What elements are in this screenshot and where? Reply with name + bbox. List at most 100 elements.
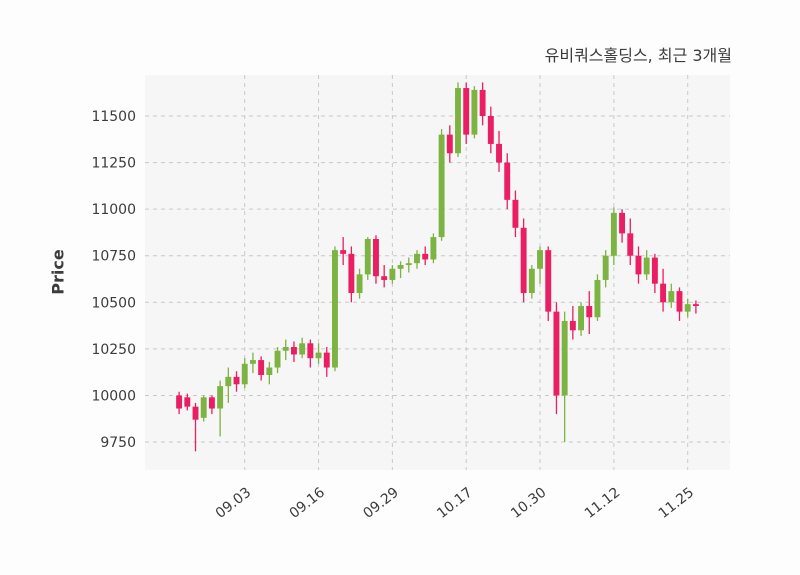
- candle-body: [602, 255, 609, 280]
- candle-down: [323, 347, 330, 377]
- candle-up: [602, 250, 609, 288]
- candle-up: [414, 250, 420, 269]
- candle-down: [479, 82, 486, 126]
- x-tick-label: 10.30: [508, 485, 549, 522]
- candle-body: [422, 253, 429, 260]
- y-tick-label: 10750: [91, 249, 136, 265]
- candle-up: [200, 395, 207, 422]
- candle-down: [463, 82, 470, 144]
- candle-down: [487, 106, 494, 154]
- candle-down: [446, 125, 453, 163]
- candle-up: [315, 343, 322, 364]
- plot-area: [145, 75, 730, 470]
- candle-body: [569, 320, 576, 331]
- candle-up: [578, 302, 585, 336]
- candle-body: [651, 257, 658, 284]
- y-tick-label: 10250: [91, 342, 136, 358]
- candle-body: [512, 199, 519, 228]
- candle-up: [225, 367, 232, 403]
- candle-body: [208, 397, 215, 409]
- candle-body: [274, 350, 281, 368]
- candle-up: [241, 358, 248, 389]
- candle-down: [553, 302, 560, 415]
- candle-body: [619, 212, 626, 234]
- candle-up: [282, 339, 289, 361]
- candle-down: [660, 268, 667, 312]
- candle-body: [192, 406, 199, 420]
- candle-body: [282, 347, 289, 351]
- candle-body: [184, 397, 191, 407]
- candle-body: [479, 89, 486, 116]
- candle-body: [643, 257, 650, 275]
- candle-body: [676, 291, 683, 312]
- candle-body: [389, 268, 396, 280]
- candle-body: [487, 115, 494, 144]
- candle-down: [381, 265, 388, 288]
- candle-up: [561, 311, 568, 443]
- candle-body: [520, 227, 527, 293]
- candle-body: [414, 253, 420, 264]
- candle-body: [668, 291, 675, 303]
- y-tick-label: 11500: [91, 109, 136, 125]
- candle-down: [619, 209, 626, 243]
- candle-down: [504, 153, 511, 210]
- candle-body: [561, 320, 568, 396]
- candle-body: [684, 304, 691, 312]
- candle-down: [569, 306, 576, 340]
- candle-down: [586, 291, 593, 334]
- candle-down: [290, 341, 297, 362]
- candle-body: [233, 376, 240, 385]
- candle-body: [397, 265, 404, 269]
- candle-body: [627, 233, 634, 256]
- gridlines: [145, 75, 730, 470]
- x-tick-label: 09.16: [287, 484, 329, 521]
- candle-down: [233, 371, 240, 392]
- candle-body: [430, 237, 437, 260]
- candle-up: [471, 86, 478, 139]
- candle-down: [307, 339, 314, 368]
- candle-down: [651, 253, 658, 293]
- candle-body: [446, 134, 453, 154]
- y-tick-label: 10500: [91, 295, 136, 311]
- candle-down: [340, 237, 347, 266]
- candle-body: [586, 306, 593, 318]
- candle-body: [340, 250, 347, 254]
- candle-down: [348, 246, 355, 303]
- candle-body: [176, 395, 183, 409]
- candle-body: [225, 376, 232, 387]
- candle-up: [332, 246, 338, 372]
- candle-up: [528, 265, 535, 299]
- candle-up: [356, 268, 363, 299]
- candle-body: [217, 386, 224, 409]
- candle-down: [208, 395, 215, 415]
- candle-body: [635, 255, 642, 275]
- candle-down: [545, 246, 552, 321]
- candle-body: [299, 343, 306, 355]
- chart-title: 유비쿼스홀딩스, 최근 3개월: [544, 46, 732, 65]
- candle-up: [299, 337, 306, 359]
- candle-down: [258, 356, 265, 381]
- candle-body: [307, 343, 314, 359]
- candle-down: [176, 391, 183, 415]
- candle-body: [332, 250, 338, 368]
- candle-down: [512, 190, 519, 238]
- candle-body: [373, 238, 379, 277]
- candle-body: [241, 363, 248, 385]
- candle-body: [364, 238, 371, 275]
- x-tick-label: 11.12: [582, 485, 623, 522]
- candle-body: [356, 274, 363, 293]
- candle-up: [397, 261, 404, 279]
- y-tick-label: 11250: [91, 156, 136, 172]
- candle-body: [471, 89, 478, 135]
- candle-body: [692, 304, 699, 307]
- candle-body: [258, 360, 265, 375]
- x-tick-label: 11.25: [656, 485, 697, 522]
- candle-down: [373, 235, 379, 284]
- candle-up: [249, 352, 256, 374]
- candle-up: [684, 298, 691, 318]
- x-tick-label: 09.29: [360, 485, 401, 522]
- candle-up: [274, 347, 281, 374]
- candle-body: [610, 212, 617, 256]
- candle-down: [496, 130, 502, 172]
